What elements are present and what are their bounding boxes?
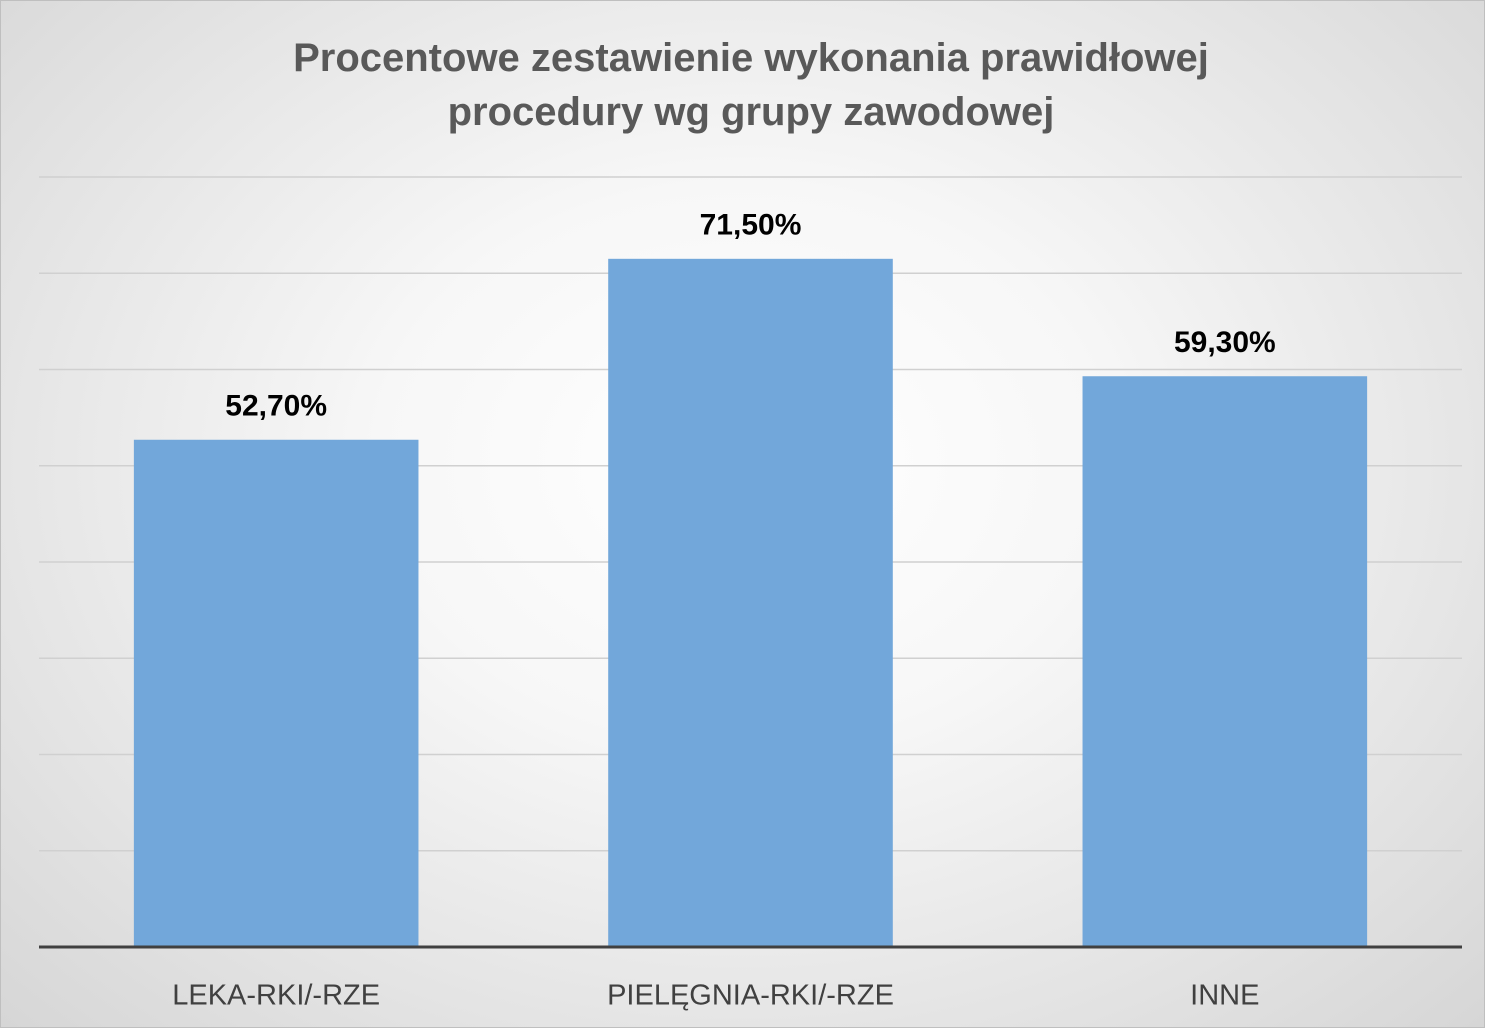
x-tick-label: PIELĘGNIA-RKI/-RZE: [607, 980, 894, 1012]
x-tick-label: LEKA-RKI/-RZE: [172, 980, 380, 1012]
bar: [133, 439, 419, 947]
x-tick-label: INNE: [1190, 980, 1259, 1012]
bar: [1082, 376, 1368, 947]
bar: [608, 258, 893, 947]
data-label: 71,50%: [700, 209, 802, 242]
chart-title: Procentowe zestawienie wykonania prawidł…: [293, 36, 1209, 134]
data-label: 59,30%: [1174, 326, 1276, 359]
data-label: 52,70%: [225, 390, 327, 423]
